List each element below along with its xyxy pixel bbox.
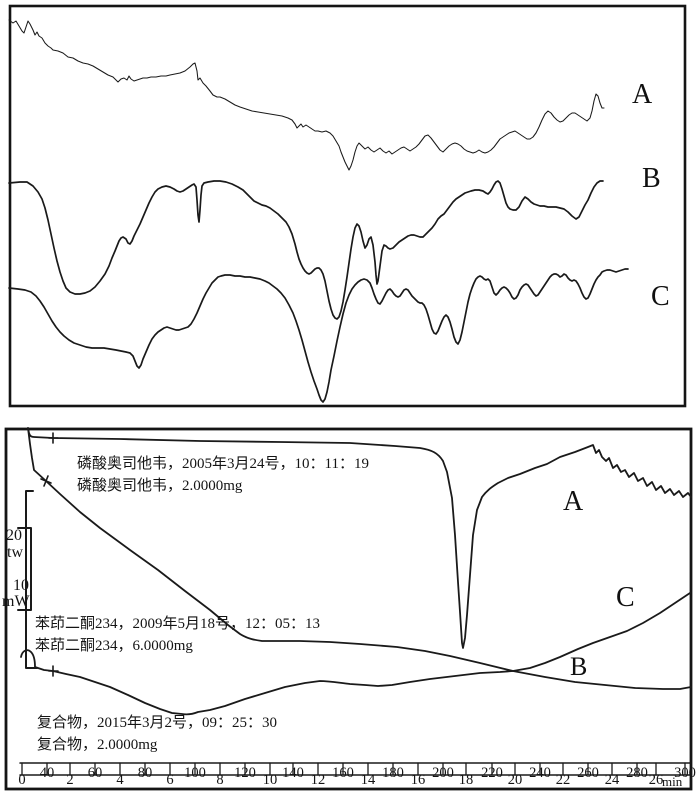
ir-curve-b [8,180,604,320]
curve-c-start-tick [48,665,59,677]
ir-curve-c [8,268,629,403]
outer-scale-bracket [25,490,38,669]
dsc-curve-a [27,427,692,649]
dsc-curve-b [27,427,692,690]
ir-curve-a [8,19,605,171]
ir-label-b: B [642,163,661,194]
ir-label-a: A [632,79,653,110]
inner-scale-bracket [17,527,32,611]
ir-panel-border [8,4,687,408]
x-axis-ticks [21,762,686,776]
dsc-label-c: C [616,582,635,613]
y-scale-value-20: 20 [6,527,22,544]
dsc-annotation-sample-c-run: 复合物，2015年3月2号，09：25：30 [37,715,278,731]
dsc-annotation-sample-a-run: 磷酸奥司他韦，2005年3月24号，10：11：19 [77,456,369,472]
dsc-panel-border [4,427,693,791]
dsc-annotation-sample-a-mass: 磷酸奥司他韦，2.0000mg [77,478,243,494]
y-scale-value-10: 10 [13,577,29,594]
curve-a-start-tick [48,432,59,444]
y-scale-unit-tw: tw [7,544,23,561]
dsc-annotation-sample-c-mass: 复合物，2.0000mg [37,737,158,753]
curve-b-start-tick [40,475,52,487]
x-axis-ruler [19,762,691,776]
dsc-annotation-sample-b-mass: 苯茚二酮234，6.0000mg [35,638,193,654]
dsc-label-a: A [563,486,584,517]
dsc-curve-c [20,592,691,716]
dsc-label-b: B [570,652,588,681]
ir-label-c: C [651,281,670,312]
dsc-annotation-sample-b-run: 苯茚二酮234，2009年5月18号，12：05：13 [35,616,321,632]
axis-unit-label: min [662,774,683,789]
y-scale-unit-mw: mW [2,593,30,610]
